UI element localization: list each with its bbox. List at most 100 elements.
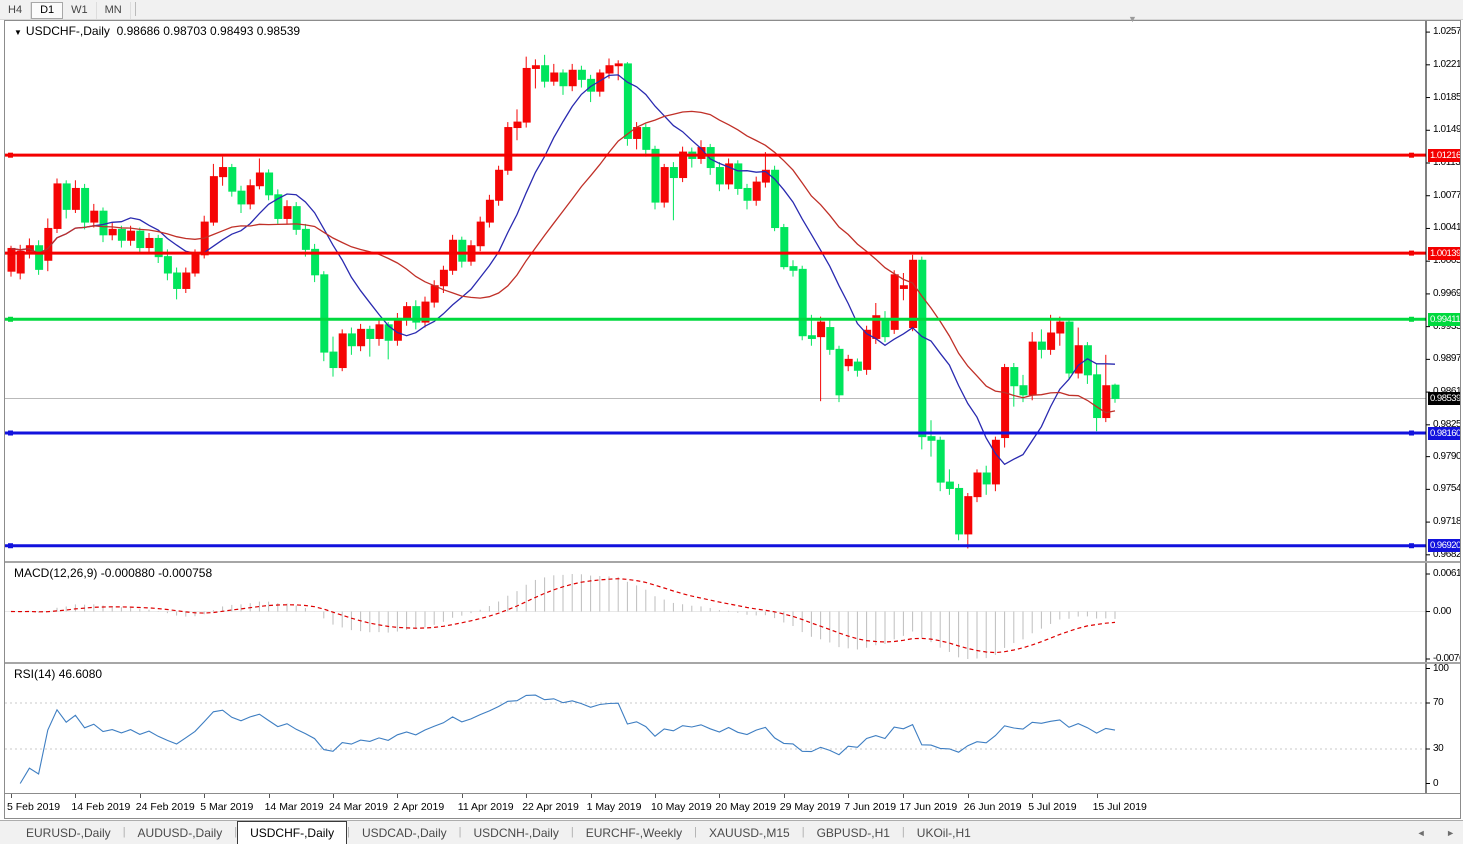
price-axis-label: 1.00770	[1433, 189, 1460, 201]
time-axis-tick	[655, 794, 656, 798]
chart-title: ▼ USDCHF-,Daily 0.98686 0.98703 0.98493 0…	[14, 24, 300, 38]
price-tag-resistance-lower: 1.00139	[1428, 246, 1460, 260]
price-axis-label: 1.00410	[1433, 222, 1460, 234]
ohlc-values: 0.98686 0.98703 0.98493 0.98539	[116, 24, 301, 38]
macd-values: -0.000880 -0.000758	[100, 566, 213, 580]
macd-name: MACD(12,26,9)	[14, 566, 98, 580]
date-label: 5 Jul 2019	[1028, 801, 1077, 813]
timeframe-button-d1[interactable]: D1	[31, 2, 64, 19]
price-axis-label: 0.97180	[1433, 516, 1460, 528]
timeframe-button-mn[interactable]: MN	[97, 2, 131, 19]
time-axis-tick	[526, 794, 528, 798]
time-axis-tick	[204, 794, 206, 798]
chart-window: ▼ USDCHF-,Daily 0.98686 0.98703 0.98493 0…	[4, 20, 1461, 819]
current-price-tag: 0.98539	[1428, 392, 1460, 406]
hline-resistance-upper[interactable]	[5, 152, 1426, 158]
tab-xauusd-m15[interactable]: XAUUSD-,M15	[709, 826, 790, 840]
timeframe-toolbar: H4 D1 W1 MN	[0, 0, 1463, 20]
date-label: 14 Feb 2019	[71, 801, 131, 813]
timeframe-button-w1[interactable]: W1	[63, 2, 97, 19]
time-axis-tick	[783, 794, 785, 798]
rsi-axis-label: 30	[1433, 743, 1444, 754]
date-label: 5 Feb 2019	[7, 801, 61, 813]
time-axis: 5 Feb 2019 14 Feb 2019 24 Feb 2019 5 Mar 20…	[5, 794, 1460, 818]
rsi-name: RSI(14)	[14, 667, 56, 681]
date-label: 22 Apr 2019	[522, 801, 579, 813]
date-label: 20 May 2019	[715, 801, 777, 813]
macd-histogram	[19, 574, 1116, 659]
tab-audusd-daily[interactable]: AUDUSD-,Daily	[137, 826, 223, 840]
price-axis-label: 0.98250	[1433, 418, 1460, 430]
rsi-axis-label: 70	[1433, 697, 1444, 708]
tab-ukoil-h1[interactable]: UKOil-,H1	[916, 826, 971, 840]
price-axis-label: 0.99690	[1433, 287, 1460, 299]
date-label: 26 Jun 2019	[963, 801, 1022, 813]
price-tag-pivot-green: 0.99411	[1428, 312, 1460, 326]
price-axis-label: 1.01490	[1433, 124, 1460, 136]
date-label: 24 Feb 2019	[135, 801, 195, 813]
rsi-line	[19, 694, 1116, 784]
date-label: 14 Mar 2019	[264, 801, 324, 813]
tab-gbpusd-h1[interactable]: GBPUSD-,H1	[816, 826, 890, 840]
tab-scroll-right-icon[interactable]: ►	[1446, 828, 1455, 838]
tab-eurusd-daily[interactable]: EURUSD-,Daily	[26, 826, 111, 840]
toolbar-separator	[134, 1, 136, 16]
time-axis-tick	[1032, 794, 1034, 798]
tab-usdcad-daily[interactable]: USDCAD-,Daily	[361, 826, 447, 840]
time-axis-tick	[268, 794, 270, 798]
macd-label: MACD(12,26,9) -0.000880 -0.000758	[14, 566, 212, 580]
price-chart-canvas[interactable]	[5, 21, 1460, 561]
price-axis-label: 1.02210	[1433, 58, 1460, 70]
date-label: 15 Jul 2019	[1092, 801, 1147, 813]
rsi-pane[interactable]: RSI(14) 46.6080 100 70 30 0	[5, 664, 1460, 794]
macd-pane[interactable]: MACD(12,26,9) -0.000880 -0.000758 0.0061…	[5, 563, 1460, 664]
date-label: 29 May 2019	[779, 801, 841, 813]
time-axis-tick	[1096, 794, 1098, 798]
hline-support-upper[interactable]	[5, 430, 1426, 436]
date-label: 24 Mar 2019	[329, 801, 388, 813]
macd-canvas[interactable]	[5, 563, 1460, 662]
window-collapse-icon[interactable]: ▼	[1128, 14, 1137, 24]
tab-scroll-arrows: ◄ ►	[1399, 821, 1455, 844]
timeframe-button-h4[interactable]: H4	[0, 2, 32, 19]
price-axis-label: 0.99330	[1433, 320, 1460, 332]
time-axis-tick	[397, 794, 399, 798]
date-label: 11 Apr 2019	[457, 801, 514, 813]
macd-signal-line	[10, 578, 1116, 654]
symbol-dropdown-icon[interactable]: ▼	[14, 28, 22, 37]
macd-axis-label: -0.007612	[1433, 653, 1460, 664]
hline-resistance-lower[interactable]	[5, 250, 1426, 256]
macd-axis-label: 0.00613	[1433, 568, 1460, 579]
tab-usdcnh-daily[interactable]: USDCNH-,Daily	[473, 826, 559, 840]
time-axis-tick	[903, 794, 905, 798]
candles	[7, 54, 1120, 549]
time-axis-tick	[75, 794, 77, 798]
price-pane[interactable]: ▼ USDCHF-,Daily 0.98686 0.98703 0.98493 0…	[5, 21, 1460, 563]
date-label: 17 Jun 2019	[899, 801, 958, 813]
price-axis-label: 0.97540	[1433, 483, 1460, 495]
price-axis-label: 1.02570	[1433, 26, 1460, 38]
price-axis-label: 1.01850	[1433, 91, 1460, 103]
hline-pivot-green[interactable]	[5, 316, 1426, 322]
tab-usdchf-daily[interactable]: USDCHF-,Daily	[237, 821, 348, 844]
date-label: 5 Mar 2019	[200, 801, 254, 813]
time-axis-tick	[11, 794, 12, 798]
hline-support-lower[interactable]	[5, 543, 1426, 549]
time-axis-tick	[719, 794, 721, 798]
price-axis-label: 0.97900	[1433, 450, 1460, 462]
price-axis-label: 1.00050	[1433, 255, 1460, 267]
ma-slow-line	[10, 110, 1116, 414]
rsi-canvas[interactable]	[5, 664, 1460, 793]
price-axis-label: 0.96820	[1433, 548, 1460, 560]
time-axis-tick	[333, 794, 334, 798]
rsi-value: 46.6080	[58, 667, 103, 681]
time-axis-tick	[848, 794, 850, 798]
tab-eurchf-weekly[interactable]: EURCHF-,Weekly	[585, 826, 683, 840]
chart-tab-bar: EURUSD-,Daily | AUDUSD-,Daily | USDCHF-,Dail…	[0, 820, 1463, 844]
price-tag-support-upper: 0.98160	[1428, 426, 1460, 440]
price-tag-support-lower: 0.96920	[1428, 539, 1460, 553]
rsi-axis-label: 0	[1433, 777, 1439, 789]
time-axis-tick	[139, 794, 141, 798]
tab-scroll-left-icon[interactable]: ◄	[1416, 828, 1426, 838]
